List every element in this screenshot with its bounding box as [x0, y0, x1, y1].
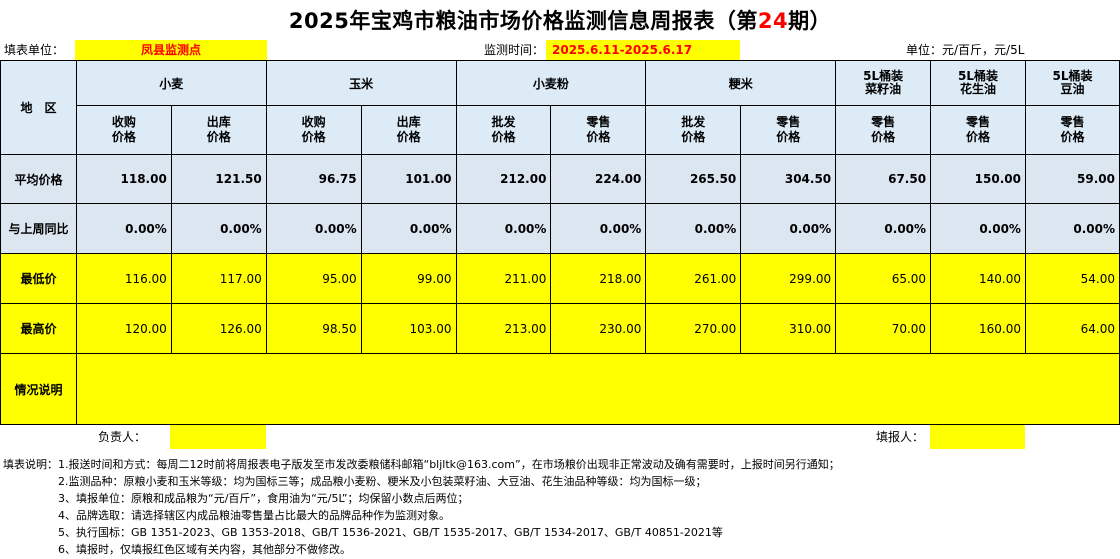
min-price-input[interactable]: 140.00	[930, 253, 1026, 304]
corn-header: 玉米	[265, 60, 457, 106]
week-change-cell: 0.00%	[1024, 203, 1120, 254]
week-change-cell: 0.00%	[930, 203, 1026, 254]
min-price-input[interactable]: 261.00	[645, 253, 742, 304]
row-label: 平均价格	[0, 154, 77, 204]
min-price-input[interactable]: 299.00	[740, 253, 837, 304]
title-prefix: 2025年宝鸡市粮油市场价格监测信息周报表（第	[288, 9, 758, 33]
min-price-input[interactable]: 95.00	[265, 253, 362, 304]
time-value-field[interactable]: 2025.6.11-2025.6.17	[546, 40, 740, 60]
avg-price-cell: 304.50	[740, 154, 837, 204]
price-table: 地 区 小麦 玉米 小麦粉 粳米 5L桶装 菜籽油 5L桶装 花生油 5L桶装 豆油 …	[0, 60, 1120, 425]
row-label: 最低价	[0, 253, 77, 304]
sub-header: 批发 价格	[645, 105, 742, 155]
max-price-input[interactable]: 70.00	[835, 303, 932, 354]
avg-price-cell: 224.00	[550, 154, 647, 204]
instruction-line: 6、填报时，仅填报红色区域有关内容，其他部分不做修改。	[3, 543, 351, 556]
rice-header: 粳米	[645, 60, 837, 106]
sub-header: 出库 价格	[360, 105, 457, 155]
report-title: 2025年宝鸡市粮油市场价格监测信息周报表（第24期）	[0, 0, 1120, 40]
avg-price-cell: 265.50	[645, 154, 742, 204]
min-price-input[interactable]: 54.00	[1024, 253, 1120, 304]
week-change-cell: 0.00%	[455, 203, 552, 254]
instructions: 填表说明：1.报送时间和方式：每周二12时前将周报表电子版发至市发改委粮储科邮箱…	[3, 456, 1118, 558]
rapeseed-oil-header: 5L桶装 菜籽油	[835, 60, 932, 106]
max-price-input[interactable]: 103.00	[360, 303, 457, 354]
min-price-input[interactable]: 117.00	[170, 253, 267, 304]
region-header: 地 区	[0, 60, 77, 155]
sub-header: 零售 价格	[1024, 105, 1120, 155]
filler-input[interactable]	[930, 425, 1025, 449]
min-price-input[interactable]: 65.00	[835, 253, 932, 304]
week-change-row: 与上周同比 0.00% 0.00% 0.00% 0.00% 0.00% 0.00…	[0, 203, 1120, 254]
week-change-cell: 0.00%	[645, 203, 742, 254]
max-price-input[interactable]: 126.00	[170, 303, 267, 354]
row-label: 情况说明	[0, 353, 77, 425]
wheat-header: 小麦	[75, 60, 267, 106]
responsible-label: 负责人：	[98, 430, 147, 444]
sub-header: 收购 价格	[75, 105, 172, 155]
unit-of-measure: 单位：元/百斤，元/5L	[906, 43, 1025, 57]
max-price-input[interactable]: 120.00	[75, 303, 172, 354]
max-price-row: 最高价 120.00 126.00 98.50 103.00 213.00 23…	[0, 303, 1120, 354]
max-price-input[interactable]: 64.00	[1024, 303, 1120, 354]
sub-header: 零售 价格	[835, 105, 932, 155]
instruction-line: 5、执行国标：GB 1351-2023、GB 1353-2018、GB/T 15…	[3, 526, 723, 539]
remark-input[interactable]	[75, 353, 1120, 425]
unit-value-field[interactable]: 凤县监测点	[75, 40, 267, 60]
week-change-cell: 0.00%	[170, 203, 267, 254]
instruction-line: 4、品牌选取：请选择辖区内成品粮油零售量占比最大的品牌品种作为监测对象。	[3, 509, 450, 522]
unit-label: 填表单位：	[4, 43, 65, 57]
sub-header: 零售 价格	[930, 105, 1026, 155]
avg-price-cell: 118.00	[75, 154, 172, 204]
remark-row: 情况说明	[0, 353, 1120, 425]
avg-price-cell: 96.75	[265, 154, 362, 204]
avg-price-cell: 212.00	[455, 154, 552, 204]
soybean-oil-header: 5L桶装 豆油	[1024, 60, 1120, 106]
max-price-input[interactable]: 160.00	[930, 303, 1026, 354]
sub-header: 批发 价格	[455, 105, 552, 155]
min-price-input[interactable]: 211.00	[455, 253, 552, 304]
title-suffix: 期）	[788, 9, 832, 33]
instruction-line: 3、填报单位：原粮和成品粮为“元/百斤”，食用油为“元/5L”；均保留小数点后两…	[3, 492, 469, 505]
week-change-cell: 0.00%	[360, 203, 457, 254]
avg-price-cell: 67.50	[835, 154, 932, 204]
row-label: 最高价	[0, 303, 77, 354]
avg-price-row: 平均价格 118.00 121.50 96.75 101.00 212.00 2…	[0, 154, 1120, 204]
week-change-cell: 0.00%	[835, 203, 932, 254]
min-price-input[interactable]: 99.00	[360, 253, 457, 304]
flour-header: 小麦粉	[455, 60, 647, 106]
avg-price-cell: 59.00	[1024, 154, 1120, 204]
max-price-input[interactable]: 230.00	[550, 303, 647, 354]
sub-header: 收购 价格	[265, 105, 362, 155]
sub-header: 出库 价格	[170, 105, 267, 155]
filler-label: 填报人：	[876, 430, 925, 444]
avg-price-cell: 121.50	[170, 154, 267, 204]
sub-header: 零售 价格	[740, 105, 837, 155]
avg-price-cell: 101.00	[360, 154, 457, 204]
max-price-input[interactable]: 270.00	[645, 303, 742, 354]
max-price-input[interactable]: 213.00	[455, 303, 552, 354]
row-label: 与上周同比	[0, 203, 77, 254]
week-change-cell: 0.00%	[265, 203, 362, 254]
info-row: 填表单位： 凤县监测点 监测时间： 2025.6.11-2025.6.17 单位…	[0, 40, 1120, 60]
signature-row: 负责人： 填报人：	[0, 425, 1120, 449]
sub-header: 零售 价格	[550, 105, 647, 155]
week-change-cell: 0.00%	[550, 203, 647, 254]
week-change-cell: 0.00%	[740, 203, 837, 254]
min-price-input[interactable]: 116.00	[75, 253, 172, 304]
avg-price-cell: 150.00	[930, 154, 1026, 204]
max-price-input[interactable]: 98.50	[265, 303, 362, 354]
max-price-input[interactable]: 310.00	[740, 303, 837, 354]
issue-number[interactable]: 24	[757, 9, 789, 33]
week-change-cell: 0.00%	[75, 203, 172, 254]
peanut-oil-header: 5L桶装 花生油	[930, 60, 1026, 106]
min-price-input[interactable]: 218.00	[550, 253, 647, 304]
instruction-line: 2.监测品种：原粮小麦和玉米等级：均为国标三等；成品粮小麦粉、粳米及小包装菜籽油…	[3, 475, 707, 488]
min-price-row: 最低价 116.00 117.00 95.00 99.00 211.00 218…	[0, 253, 1120, 304]
responsible-input[interactable]	[170, 425, 266, 449]
instruction-line: 填表说明：1.报送时间和方式：每周二12时前将周报表电子版发至市发改委粮储科邮箱…	[3, 458, 840, 471]
time-label: 监测时间：	[484, 43, 545, 57]
